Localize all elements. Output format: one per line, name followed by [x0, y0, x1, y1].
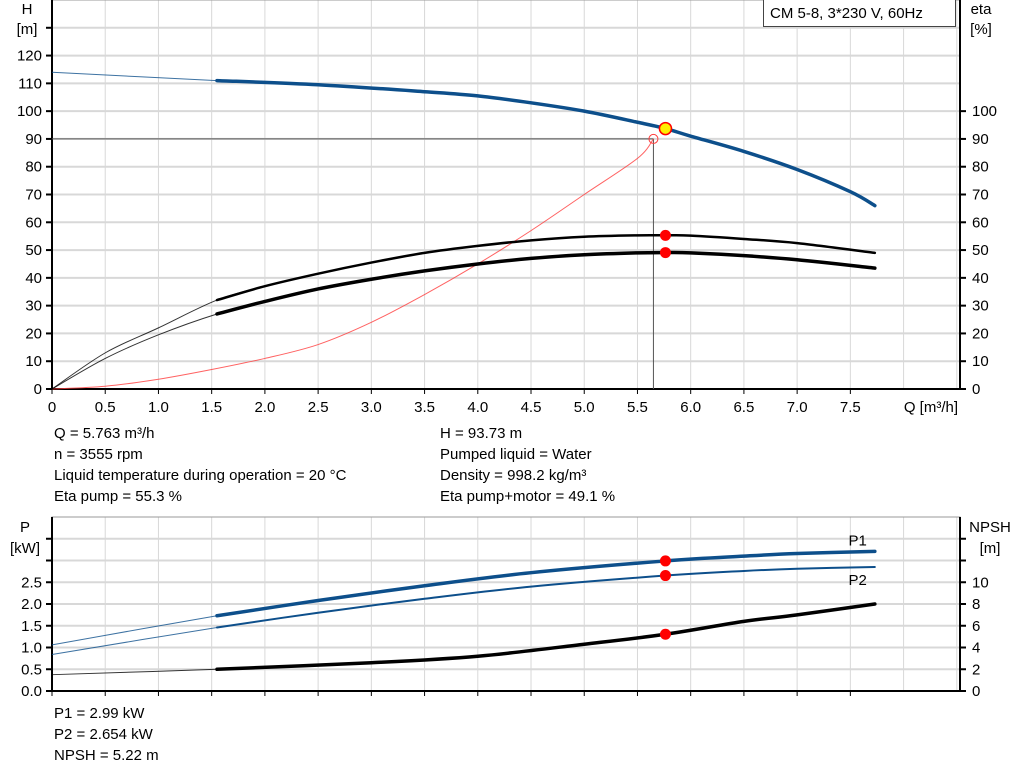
x-tick-label: 1.0 [148, 399, 169, 416]
setpoint-marker [648, 133, 659, 144]
npsh-duty-marker [659, 628, 671, 640]
npsh-axis-label-unit: [m] [980, 540, 1001, 557]
info-eta-pump-motor: Eta pump+motor = 49.1 % [440, 488, 616, 505]
p-tick-label: 1.0 [21, 640, 42, 657]
npsh-tick-label: 2 [972, 661, 980, 678]
y-left-tick-label: 90 [25, 131, 42, 148]
p-axis-label: P [20, 519, 30, 536]
info-npsh: NPSH = 5.22 m [54, 747, 159, 764]
p-tick-label: 0.0 [21, 683, 42, 700]
x-axis-label: Q [m³/h] [904, 399, 958, 416]
y-right-tick-label: 40 [972, 270, 989, 287]
p1-duty-marker [659, 555, 671, 567]
duty-point-marker [658, 121, 673, 136]
npsh-tick-label: 0 [972, 683, 980, 700]
x-tick-label: 4.0 [467, 399, 488, 416]
info-density: Density = 998.2 kg/m³ [440, 467, 587, 484]
p-axis-label-unit: [kW] [10, 540, 40, 557]
eta-pump-motor-curve [215, 250, 877, 316]
y-left-tick-label: 50 [25, 242, 42, 259]
npsh-axis-label: NPSH [969, 519, 1011, 536]
p2-duty-marker [659, 570, 671, 582]
npsh-tick-label: 4 [972, 640, 980, 657]
p-tick-label: 2.5 [21, 574, 42, 591]
npsh-tick-label: 10 [972, 574, 989, 591]
info-speed: n = 3555 rpm [54, 446, 143, 463]
y-right-tick-label: 90 [972, 131, 989, 148]
p-tick-label: 0.5 [21, 661, 42, 678]
y-left-tick-label: 110 [18, 75, 42, 92]
info-p1: P1 = 2.99 kW [54, 705, 145, 722]
npsh-curve [215, 602, 877, 671]
info-top-right: H = 93.73 m Pumped liquid = Water Densit… [440, 423, 615, 507]
x-tick-label: 6.5 [733, 399, 754, 416]
y-right-tick-label: 100 [972, 103, 997, 120]
eta-pump-curve-extrapolated [51, 234, 875, 390]
eta-pump-duty-marker [659, 229, 671, 241]
y-right-label-unit: [%] [970, 21, 992, 38]
x-tick-label: 5.5 [627, 399, 648, 416]
y-left-tick-label: 20 [25, 325, 42, 342]
y-left-tick-label: 0 [34, 381, 42, 398]
y-left-tick-label: 80 [25, 159, 42, 176]
p1-curve-extrapolated [51, 550, 875, 646]
pump-title-box: CM 5-8, 3*230 V, 60Hz [763, 0, 956, 27]
x-tick-label: 7.0 [787, 399, 808, 416]
y-right-tick-label: 70 [972, 187, 989, 204]
x-tick-label: 5.0 [574, 399, 595, 416]
y-right-tick-label: 50 [972, 242, 989, 259]
y-left-tick-label: 120 [17, 48, 42, 65]
y-right-tick-label: 30 [972, 298, 989, 315]
x-tick-label: 0.5 [95, 399, 116, 416]
p1-series-label: P1 [848, 532, 866, 549]
system-curve-extrapolated [51, 138, 654, 390]
y-left-label: H [22, 1, 33, 18]
x-tick-label: 0 [48, 399, 56, 416]
y-right-label: eta [971, 1, 993, 18]
p-tick-label: 1.5 [21, 618, 42, 635]
y-left-tick-label: 60 [25, 214, 42, 231]
info-head: H = 93.73 m [440, 425, 523, 442]
y-right-tick-label: 60 [972, 214, 989, 231]
eta-pump-curve [215, 233, 877, 302]
info-eta-pump: Eta pump = 55.3 % [54, 488, 182, 505]
p-tick-label: 2.0 [21, 596, 42, 613]
x-tick-label: 1.5 [201, 399, 222, 416]
y-left-tick-label: 70 [25, 187, 42, 204]
info-liquid-temp: Liquid temperature during operation = 20… [54, 467, 347, 484]
x-tick-label: 3.5 [414, 399, 435, 416]
p1-curve [215, 549, 877, 618]
x-tick-label: 2.0 [254, 399, 275, 416]
eta-pump-motor-duty-marker [659, 247, 671, 259]
x-tick-label: 6.0 [680, 399, 701, 416]
info-top-left: Q = 5.763 m³/h n = 3555 rpm Liquid tempe… [54, 423, 346, 507]
y-right-tick-label: 10 [972, 353, 989, 370]
y-right-tick-label: 20 [972, 325, 989, 342]
x-tick-label: 4.5 [521, 399, 542, 416]
npsh-tick-label: 6 [972, 618, 980, 635]
y-left-tick-label: 30 [25, 298, 42, 315]
x-tick-label: 7.5 [840, 399, 861, 416]
y-left-label-unit: [m] [17, 21, 38, 38]
p2-curve [215, 566, 876, 629]
x-tick-label: 2.5 [308, 399, 329, 416]
y-right-tick-label: 80 [972, 159, 989, 176]
y-left-tick-label: 40 [25, 270, 42, 287]
info-pumped-liquid: Pumped liquid = Water [440, 446, 592, 463]
head-curve [215, 78, 877, 208]
info-flow: Q = 5.763 m³/h [54, 425, 155, 442]
info-bottom: P1 = 2.99 kW P2 = 2.654 kW NPSH = 5.22 m [54, 703, 159, 766]
y-right-tick-label: 0 [972, 381, 980, 398]
y-left-tick-label: 10 [25, 353, 42, 370]
x-tick-label: 3.0 [361, 399, 382, 416]
npsh-curve-extrapolated [51, 603, 875, 676]
npsh-tick-label: 8 [972, 596, 980, 613]
info-p2: P2 = 2.654 kW [54, 726, 153, 743]
y-left-tick-label: 100 [17, 103, 42, 120]
p2-series-label: P2 [848, 572, 866, 589]
